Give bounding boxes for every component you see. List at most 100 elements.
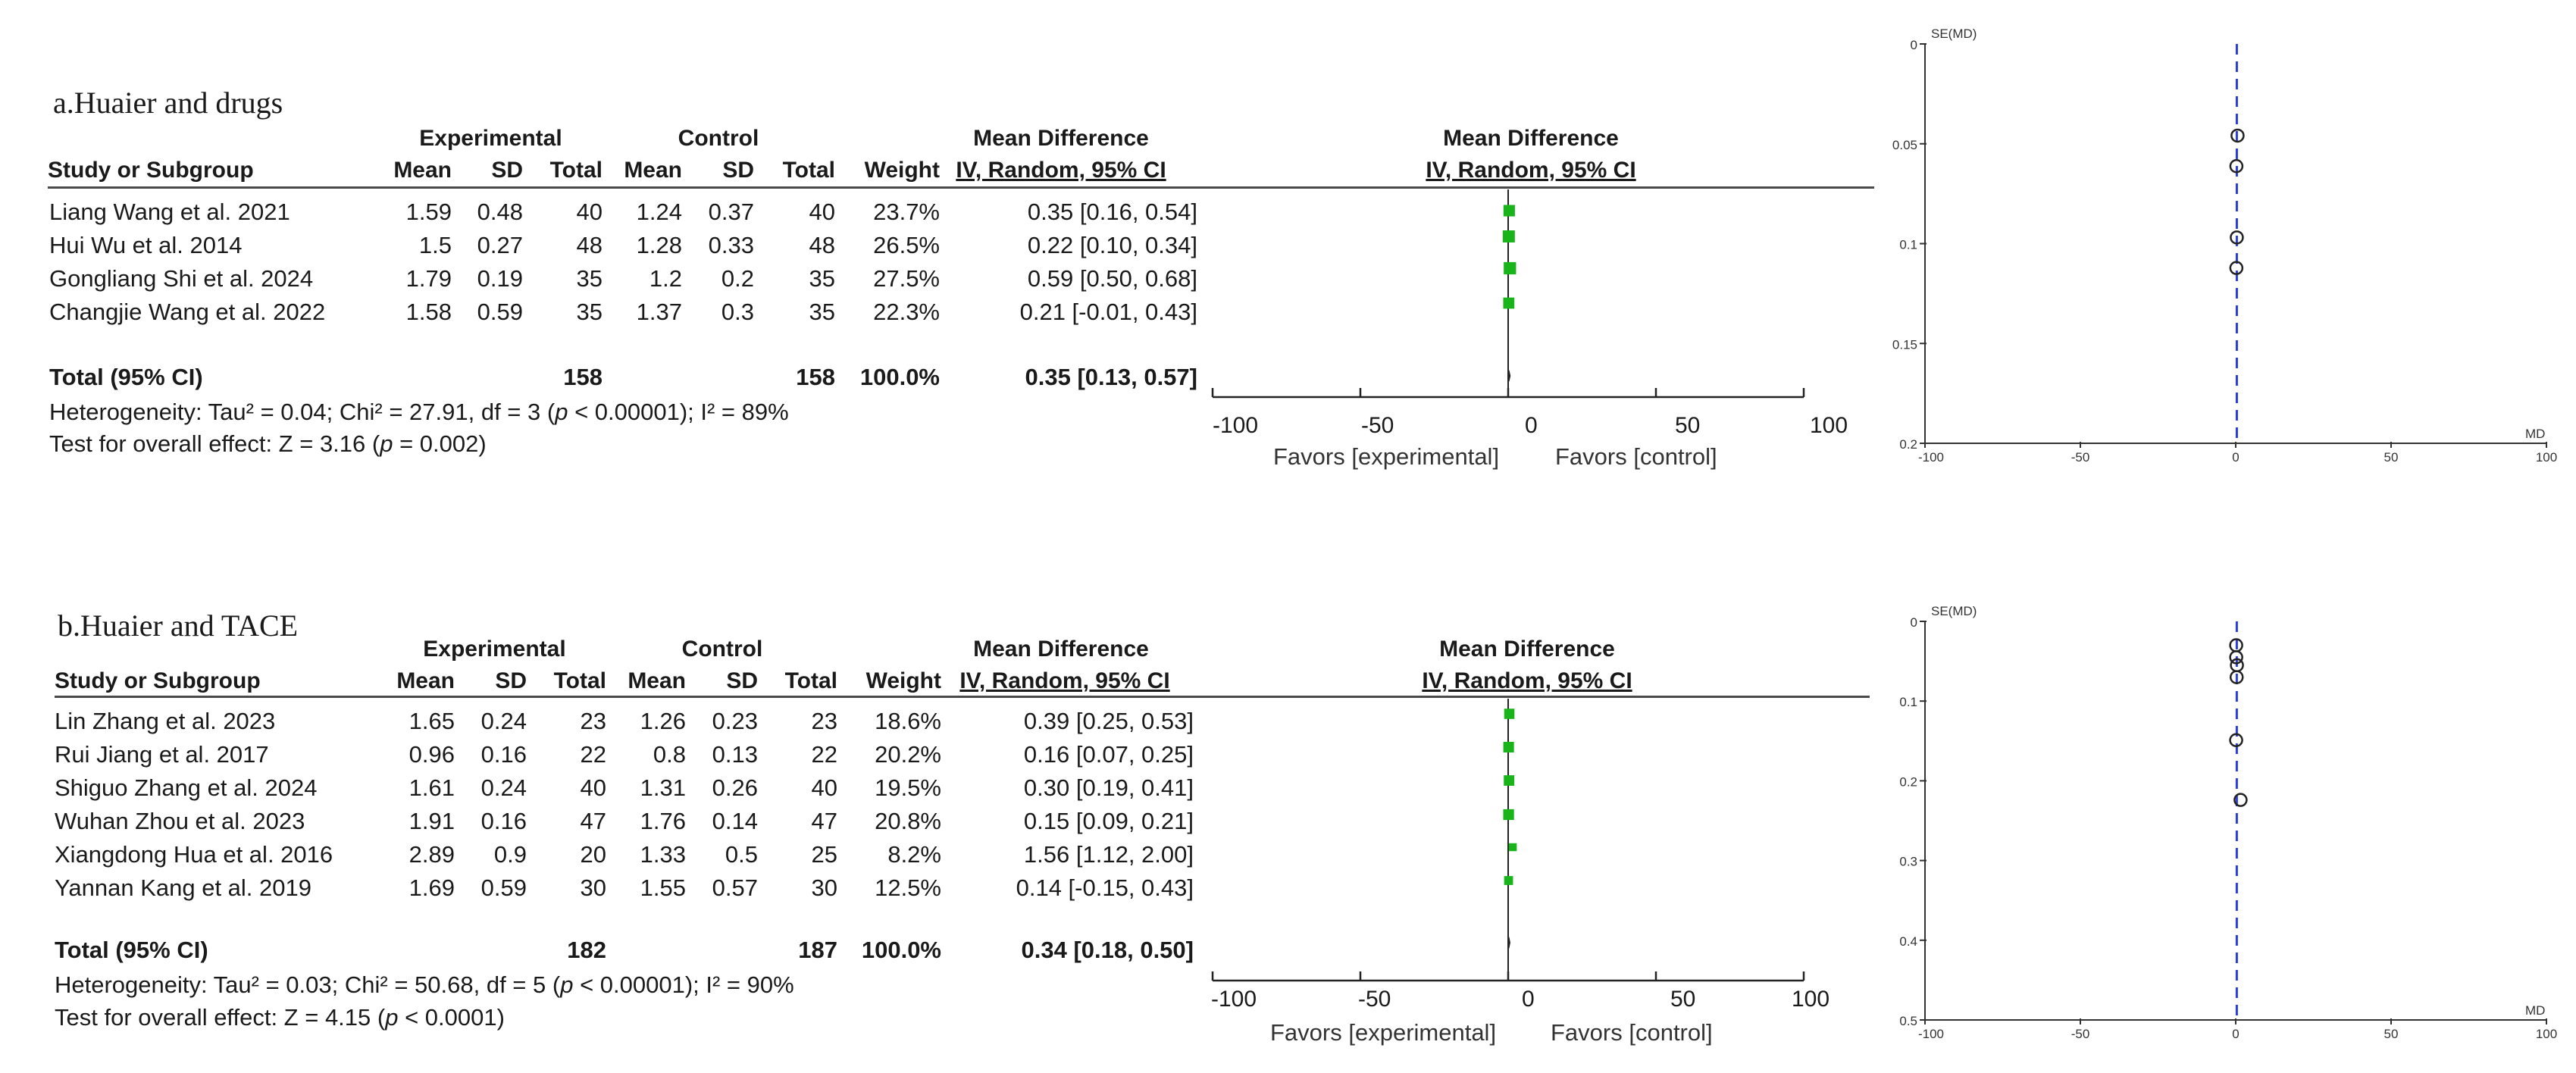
ctl-mean: 1.2 (649, 265, 682, 292)
study-effect-marker (1503, 809, 1514, 821)
mean-difference-ci: 0.59 [0.50, 0.68] (1027, 265, 1197, 292)
ctl-mean: 1.76 (640, 808, 686, 834)
ctl-mean: 1.33 (640, 841, 686, 868)
ctl-total: 35 (809, 265, 835, 292)
mean-difference-ci: 0.39 [0.25, 0.53] (1023, 708, 1194, 734)
exp-mean: 1.79 (405, 265, 452, 292)
axis-tick-label: 50 (1675, 413, 1701, 438)
weight: 18.6% (875, 708, 941, 734)
forest-plot-a (1211, 189, 1805, 399)
ctl-sd: 0.37 (708, 199, 754, 225)
y-tick-label: 0.2 (1899, 437, 1917, 452)
ctl-total: 40 (811, 774, 837, 801)
ctl-total: 48 (809, 232, 835, 258)
column-header-study: Study or Subgroup (55, 668, 261, 693)
study-name: Wuhan Zhou et al. 2023 (55, 808, 305, 834)
study-point (2229, 670, 2244, 684)
ctl-sd: 0.33 (708, 232, 754, 258)
ctl-sd: 0.57 (712, 874, 758, 901)
exp-sd: 0.59 (480, 874, 527, 901)
exp-total: 48 (576, 232, 603, 258)
exp-mean: 1.69 (408, 874, 455, 901)
axis-tick-label: 50 (1670, 987, 1696, 1012)
column-header-ctl-mean: Mean (624, 158, 682, 183)
column-header-ci-method-plot: IV, Random, 95% CI (1426, 158, 1636, 183)
group-header-mean-difference: Mean Difference (973, 126, 1149, 151)
exp-total: 30 (580, 874, 606, 901)
y-tick-label: 0.15 (1892, 337, 1917, 352)
study-effect-marker (1503, 741, 1514, 753)
y-axis-title: SE(MD) (1931, 27, 1977, 41)
column-header-exp-mean: Mean (393, 158, 452, 183)
exp-mean: 1.59 (405, 199, 452, 225)
column-header-exp-total: Total (549, 158, 603, 183)
axis-tick-label: 100 (1810, 413, 1848, 438)
weight: 27.5% (873, 265, 940, 292)
column-header-ctl-total: Total (784, 668, 837, 693)
total-ci: 0.34 [0.18, 0.50] (1021, 937, 1194, 963)
exp-sd: 0.19 (477, 265, 523, 292)
study-effect-marker (1508, 843, 1517, 852)
exp-mean: 1.58 (405, 299, 452, 325)
exp-sd: 0.59 (477, 299, 523, 325)
favors-control-label: Favors [control] (1551, 1019, 1713, 1046)
study-name: Hui Wu et al. 2014 (49, 232, 243, 258)
study-name: Rui Jiang et al. 2017 (55, 741, 269, 768)
column-header-exp-sd: SD (491, 158, 523, 183)
ctl-total: 25 (811, 841, 837, 868)
study-point (2229, 650, 2243, 665)
ctl-mean: 1.37 (636, 299, 682, 325)
x-tick-label: 0 (2232, 1027, 2239, 1041)
study-effect-marker (1504, 876, 1513, 885)
exp-mean: 1.91 (408, 808, 455, 834)
column-header-exp-mean: Mean (396, 668, 455, 693)
overall-effect-test: Test for overall effect: Z = 4.15 (p < 0… (55, 1004, 505, 1031)
overall-prefix: Test for overall effect: Z = 4.15 ( (55, 1004, 386, 1031)
x-tick-label: 50 (2384, 1027, 2399, 1041)
exp-total: 20 (580, 841, 606, 868)
exp-total: 35 (576, 299, 603, 325)
y-tick-label: 0.3 (1899, 855, 1917, 869)
weight: 8.2% (887, 841, 941, 868)
ctl-mean: 0.8 (653, 741, 686, 768)
ctl-sd: 0.13 (712, 741, 758, 768)
y-tick-label: 0 (1911, 615, 1917, 630)
weight: 22.3% (873, 299, 940, 325)
axis-tick-label: -50 (1358, 987, 1391, 1012)
y-tick-label: 0.5 (1899, 1014, 1917, 1028)
study-point (2229, 261, 2244, 275)
overall-effect-test: Test for overall effect: Z = 3.16 (p = 0… (49, 430, 487, 458)
weight: 19.5% (875, 774, 941, 801)
x-axis-title: MD (2525, 1003, 2545, 1018)
x-tick-label: -100 (1918, 450, 1944, 465)
study-effect-marker (1503, 297, 1515, 309)
heterogeneity-prefix: Heterogeneity: Tau² = 0.03; Chi² = 50.68… (55, 971, 561, 998)
exp-mean: 1.65 (408, 708, 455, 734)
study-name: Lin Zhang et al. 2023 (55, 708, 276, 734)
column-header-ci-method-plot: IV, Random, 95% CI (1422, 668, 1632, 693)
axis-tick-label: 0 (1525, 413, 1538, 438)
study-point (2230, 128, 2245, 143)
ctl-mean: 1.28 (636, 232, 682, 258)
ctl-total: 22 (811, 741, 837, 768)
p-symbol: p (380, 430, 393, 457)
exp-mean: 0.96 (408, 741, 455, 768)
pooled-effect-diamond (1507, 937, 1510, 949)
favors-experimental-label: Favors [experimental] (1270, 1019, 1497, 1046)
study-name: Changjie Wang et al. 2022 (49, 299, 326, 325)
forest-plot-b (1211, 699, 1805, 982)
column-header-exp-total: Total (553, 668, 606, 693)
exp-mean: 1.61 (408, 774, 455, 801)
x-tick-label: -100 (1918, 1027, 1944, 1041)
weight: 12.5% (875, 874, 941, 901)
x-tick-label: -50 (2071, 450, 2090, 465)
study-point (2233, 793, 2248, 807)
p-symbol: p (385, 1004, 399, 1031)
overall-prefix: Test for overall effect: Z = 3.16 ( (49, 430, 380, 457)
ctl-total: 40 (809, 199, 835, 225)
exp-mean: 1.5 (418, 232, 452, 258)
y-tick-label: 0.1 (1899, 238, 1917, 252)
group-header-mean-difference-plot: Mean Difference (1443, 126, 1619, 151)
mean-difference-ci: 0.30 [0.19, 0.41] (1023, 774, 1194, 801)
exp-sd: 0.24 (480, 774, 527, 801)
